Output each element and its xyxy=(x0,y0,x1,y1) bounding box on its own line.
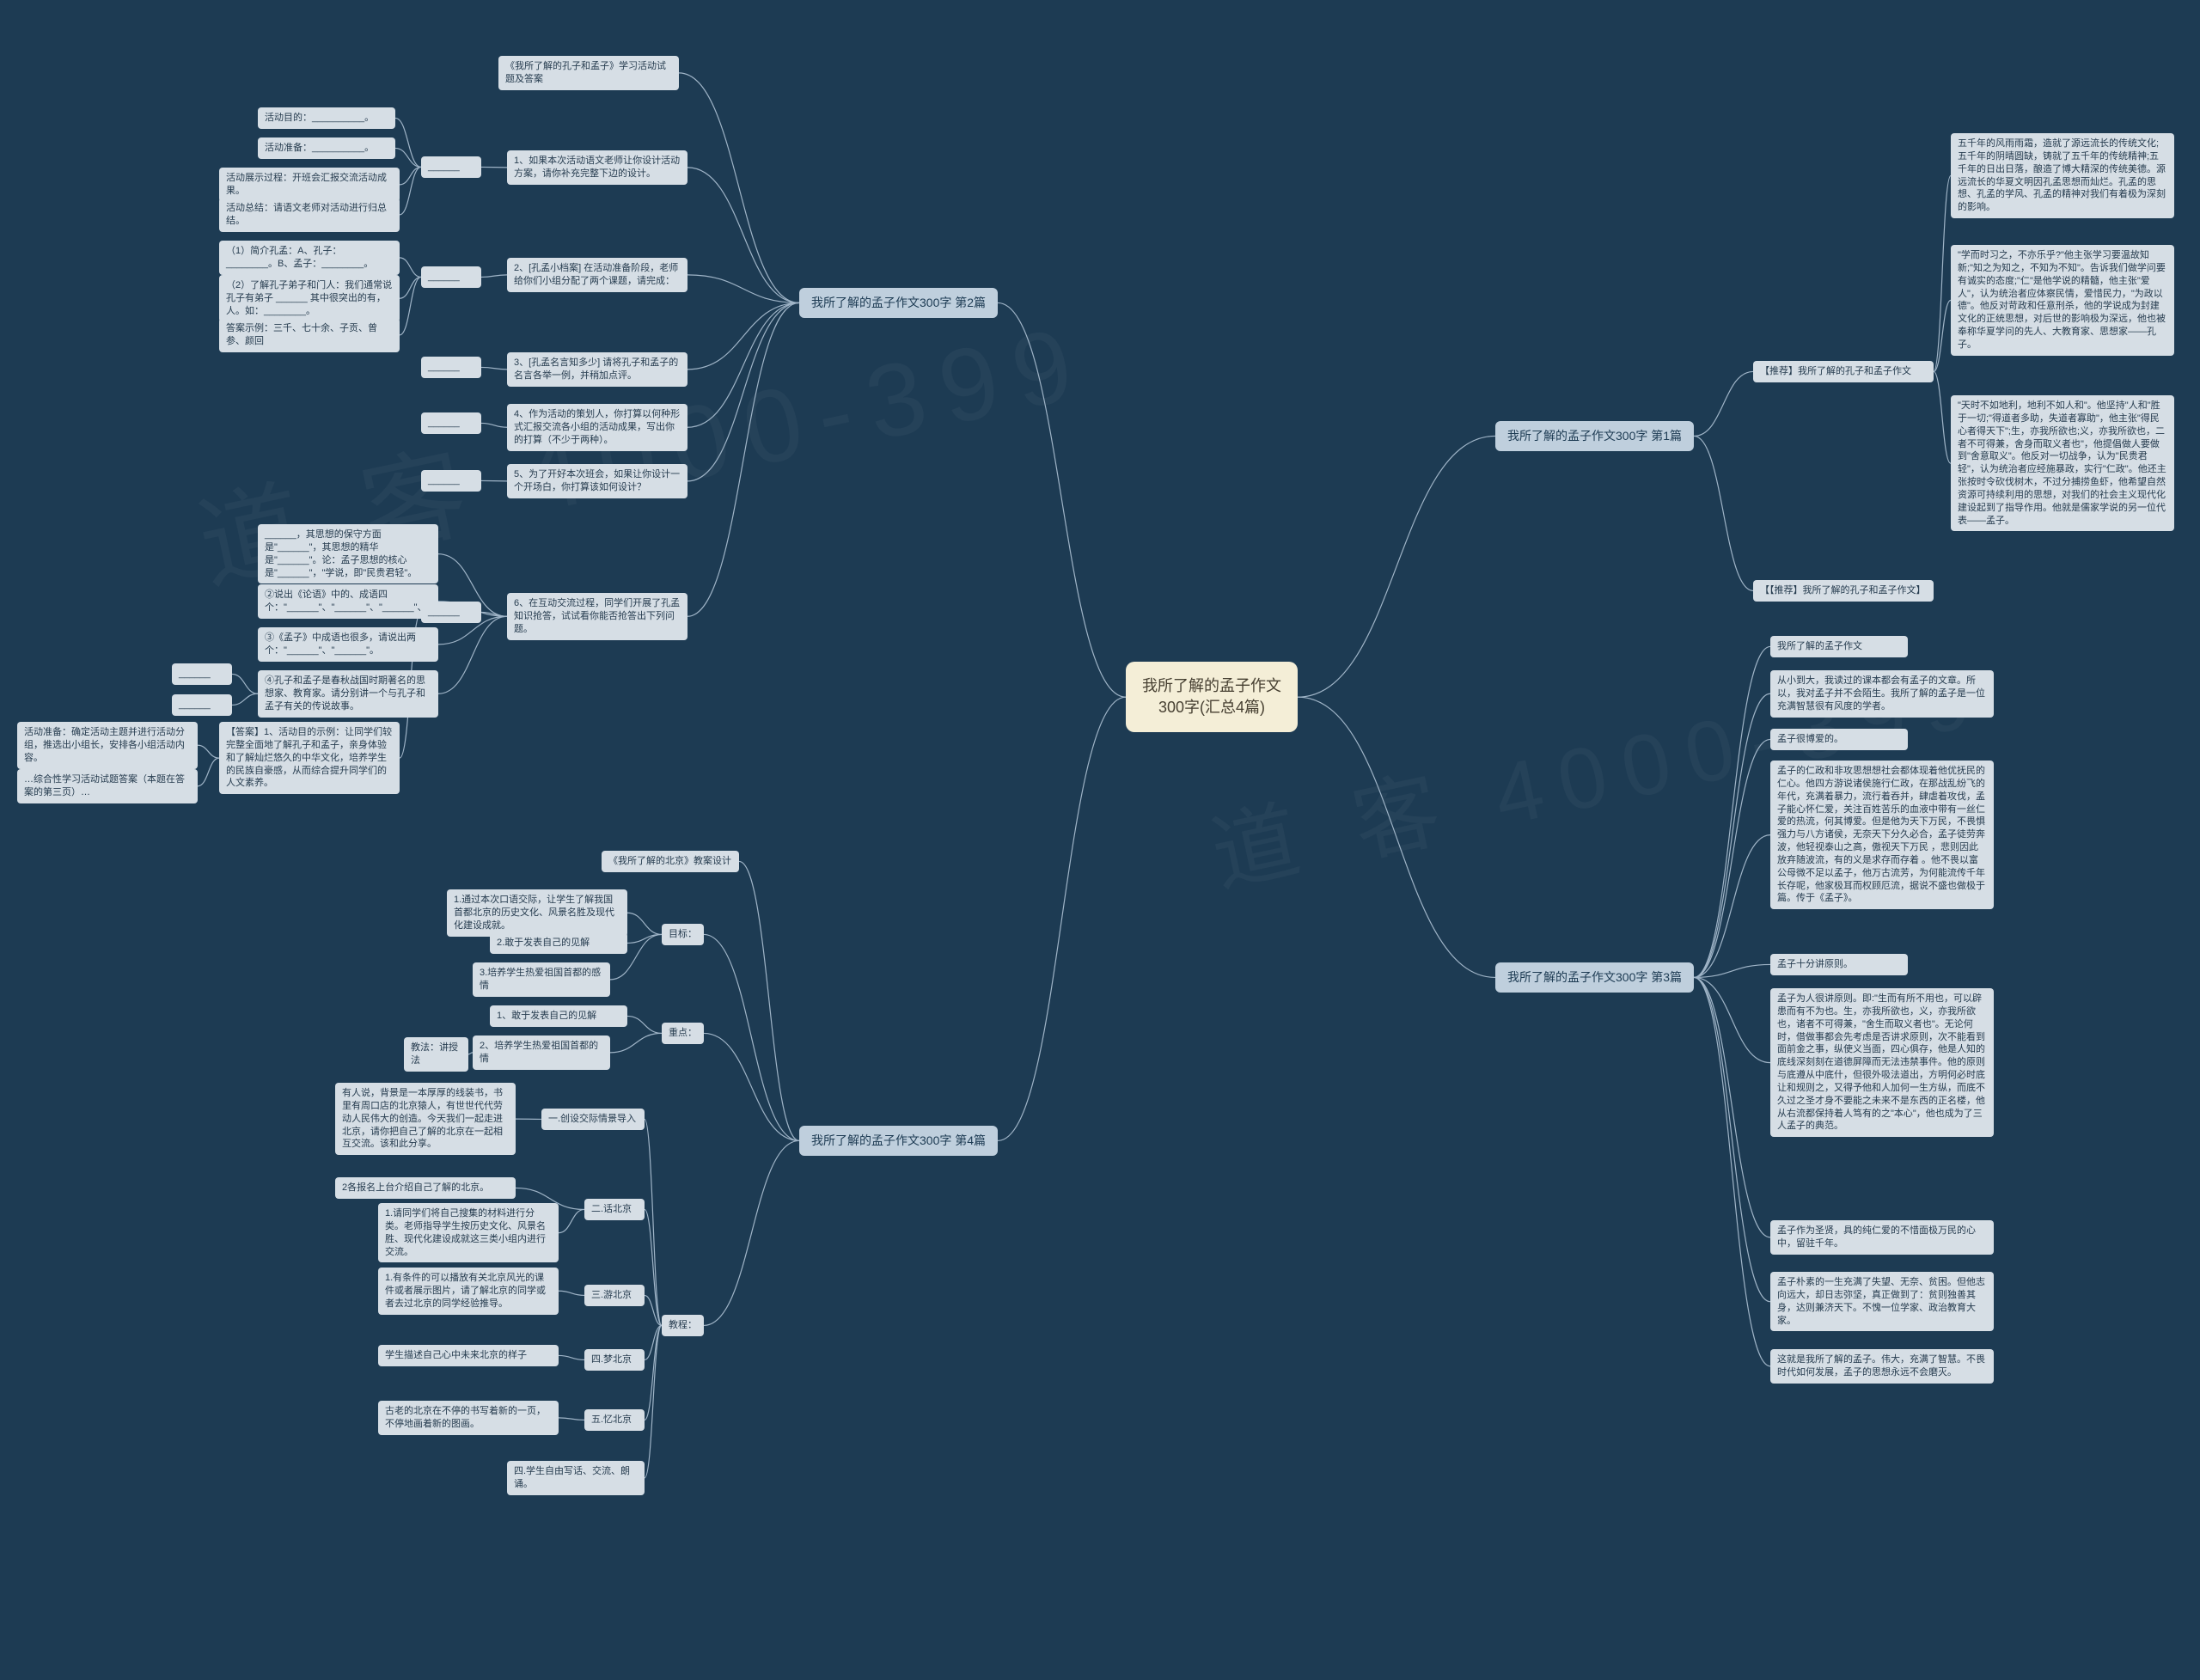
b1-p1: 五千年的风雨雨霜，造就了源远流长的传统文化;五千年的阴晴圆缺，铸就了五千年的传统… xyxy=(1951,133,2174,218)
b4-p5-txt: 古老的北京在不停的书写着新的一页，不停地画着新的图画。 xyxy=(378,1401,559,1435)
b2-q1-blank: ______ xyxy=(421,156,481,178)
b2-q6-e2: ______ xyxy=(172,694,232,716)
b4-goal-2: 2.敢于发表自己的见解 xyxy=(490,932,627,954)
b2-answer-a: 活动准备：确定活动主题并进行活动分组，推选出小组长，安排各小组活动内容。 xyxy=(17,722,198,769)
b2-q5-blank: ______ xyxy=(421,470,481,492)
b2-q1-b: 活动准备：__________。 xyxy=(258,137,395,159)
b4-p5: 五.忆北京 xyxy=(584,1409,645,1431)
b3-n1: 我所了解的孟子作文 xyxy=(1770,636,1908,657)
b4-p2: 二.话北京 xyxy=(584,1199,645,1220)
b2-q6-a: ______，其思想的保守方面是"______"，其思想的精华是"______"… xyxy=(258,524,438,583)
b3-n3: 孟子很博爱的。 xyxy=(1770,729,1908,750)
b2-q6-c: ③《孟子》中成语也很多，请说出两个："______"、"______"。 xyxy=(258,627,438,662)
b4-key-1: 1、敢于发表自己的见解 xyxy=(490,1005,627,1027)
b4-p1-txt: 有人说，背景是一本厚厚的线装书，书里有周口店的北京猿人，有世世代代劳动人民伟大的… xyxy=(335,1083,516,1155)
b2-q1: 1、如果本次活动语文老师让你设计活动方案，请你补充完整下边的设计。 xyxy=(507,150,688,185)
b3-n7: 孟子作为圣贤，具的纯仁爱的不惜面极万民的心中，留驻千年。 xyxy=(1770,1220,1994,1255)
b4-header: 《我所了解的北京》教案设计 xyxy=(602,851,739,872)
branch-3: 我所了解的孟子作文300字 第3篇 xyxy=(1495,962,1694,993)
b2-answer-b: …综合性学习活动试题答案（本题在答案的第三页）… xyxy=(17,769,198,803)
b2-answer: 【答案】1、活动目的示例：让同学们较完整全面地了解孔子和孟子，亲身体验和了解灿烂… xyxy=(219,722,400,794)
b3-n8: 孟子朴素的一生充满了失望、无奈、贫困。但他志向远大，却日志弥坚，真正做到了：贫则… xyxy=(1770,1272,1994,1331)
b1-outro: 【【推荐】我所了解的孔子和孟子作文】 xyxy=(1753,580,1934,602)
b3-n2: 从小到大，我读过的课本都会有孟子的文章。所以，我对孟子并不会陌生。我所了解的孟子… xyxy=(1770,670,1994,718)
b2-q1-a: 活动目的：__________。 xyxy=(258,107,395,129)
b2-q3-blank: ______ xyxy=(421,357,481,378)
b3-n5: 孟子十分讲原则。 xyxy=(1770,954,1908,975)
b2-q4: 4、作为活动的策划人，你打算以何种形式汇报交流各小组的活动成果，写出你的打算（不… xyxy=(507,404,688,451)
b2-q6: 6、在互动交流过程，同学们开展了孔孟知识抢答，试试看你能否抢答出下列问题。 xyxy=(507,593,688,640)
b4-goal-1: 1.通过本次口语交际，让学生了解我国首都北京的历史文化、风景名胜及现代化建设成就… xyxy=(447,889,627,937)
b4-p3: 三.游北京 xyxy=(584,1285,645,1306)
b2-q2-blank: ______ xyxy=(421,266,481,288)
b4-p4-txt: 学生描述自己心中未来北京的样子 xyxy=(378,1345,559,1366)
b2-ans-blank: ______ xyxy=(421,602,481,623)
b2-q6-d: ④孔子和孟子是春秋战国时期著名的思想家、教育家。请分别讲一个与孔子和孟子有关的传… xyxy=(258,670,438,718)
branch-1: 我所了解的孟子作文300字 第1篇 xyxy=(1495,421,1694,451)
b2-q1-c: 活动展示过程：开班会汇报交流活动成果。 xyxy=(219,168,400,202)
b2-q3: 3、[孔孟名言知多少] 请将孔子和孟子的名言各举一例，并稍加点评。 xyxy=(507,352,688,387)
branch-2: 我所了解的孟子作文300字 第2篇 xyxy=(799,288,998,318)
root-node: 我所了解的孟子作文300字(汇总4篇) xyxy=(1126,662,1298,732)
b4-key: 重点： xyxy=(662,1023,704,1044)
b2-q2-c: 答案示例：三千、七十余、子贡、曾参、颜回 xyxy=(219,318,400,352)
b4-proc: 教程： xyxy=(662,1315,704,1336)
b4-p1: 一.创设交际情景导入 xyxy=(541,1109,645,1130)
b2-q5: 5、为了开好本次班会，如果让你设计一个开场白，你打算该如何设计？ xyxy=(507,464,688,498)
b4-key-2: 2、培养学生热爱祖国首都的情 xyxy=(473,1035,610,1070)
b4-p3-txt: 1.有条件的可以播放有关北京风光的课件或者展示图片，请了解北京的同学或者去过北京… xyxy=(378,1268,559,1315)
b4-p6: 四.学生自由写话、交流、朗诵。 xyxy=(507,1461,645,1495)
b2-header: 《我所了解的孔子和孟子》学习活动试题及答案 xyxy=(498,56,679,90)
b2-q4-blank: ______ xyxy=(421,412,481,434)
b4-p2-b: 1.请同学们将自己搜集的材料进行分类。老师指导学生按历史文化、风景名胜、现代化建… xyxy=(378,1203,559,1262)
b1-intro: 【推荐】我所了解的孔子和孟子作文 xyxy=(1753,361,1934,382)
branch-4: 我所了解的孟子作文300字 第4篇 xyxy=(799,1126,998,1156)
b3-n6: 孟子为人很讲原则。即:"生而有所不用也，可以辟患而有不为也。生，亦我所欲也，义，… xyxy=(1770,988,1994,1137)
b4-p2-a: 2各报名上台介绍自己了解的北京。 xyxy=(335,1177,516,1199)
b2-q6-b: ②说出《论语》中的、成语四个："______"、"______"、"______… xyxy=(258,584,438,619)
b1-p2: "学而时习之，不亦乐乎?"他主张学习要温故知新;"知之为知之，不知为不知"。告诉… xyxy=(1951,245,2174,356)
b4-goal-3: 3.培养学生热爱祖国首都的感情 xyxy=(473,962,610,997)
b3-n4: 孟子的仁政和非攻思想想社会都体现着他优抚民的仁心。他四方游说诸侯施行仁政，在那战… xyxy=(1770,761,1994,909)
b4-goal: 目标： xyxy=(662,924,704,945)
b3-n9: 这就是我所了解的孟子。伟大，充满了智慧。不畏时代如何发展，孟子的思想永远不会磨灭… xyxy=(1770,1349,1994,1384)
b4-method: 教法：讲授法 xyxy=(404,1037,468,1072)
b2-q2-b: （2）了解孔子弟子和门人：我们通常说孔子有弟子 ______ 其中很突出的有，人… xyxy=(219,275,400,322)
b2-q1-d: 活动总结：请语文老师对活动进行归总结。 xyxy=(219,198,400,232)
b4-p4: 四.梦北京 xyxy=(584,1349,645,1371)
b2-q2: 2、[孔孟小档案] 在活动准备阶段，老师给你们小组分配了两个课题，请完成： xyxy=(507,258,688,292)
b2-q2-a: （1）简介孔孟：A、孔子：________。B、孟子：________。 xyxy=(219,241,400,275)
b2-q6-e1: ______ xyxy=(172,663,232,685)
b1-p3: "天时不如地利，地利不如人和"。他坚持"人和"胜于一切;"得道者多助，失道者寡助… xyxy=(1951,395,2174,531)
